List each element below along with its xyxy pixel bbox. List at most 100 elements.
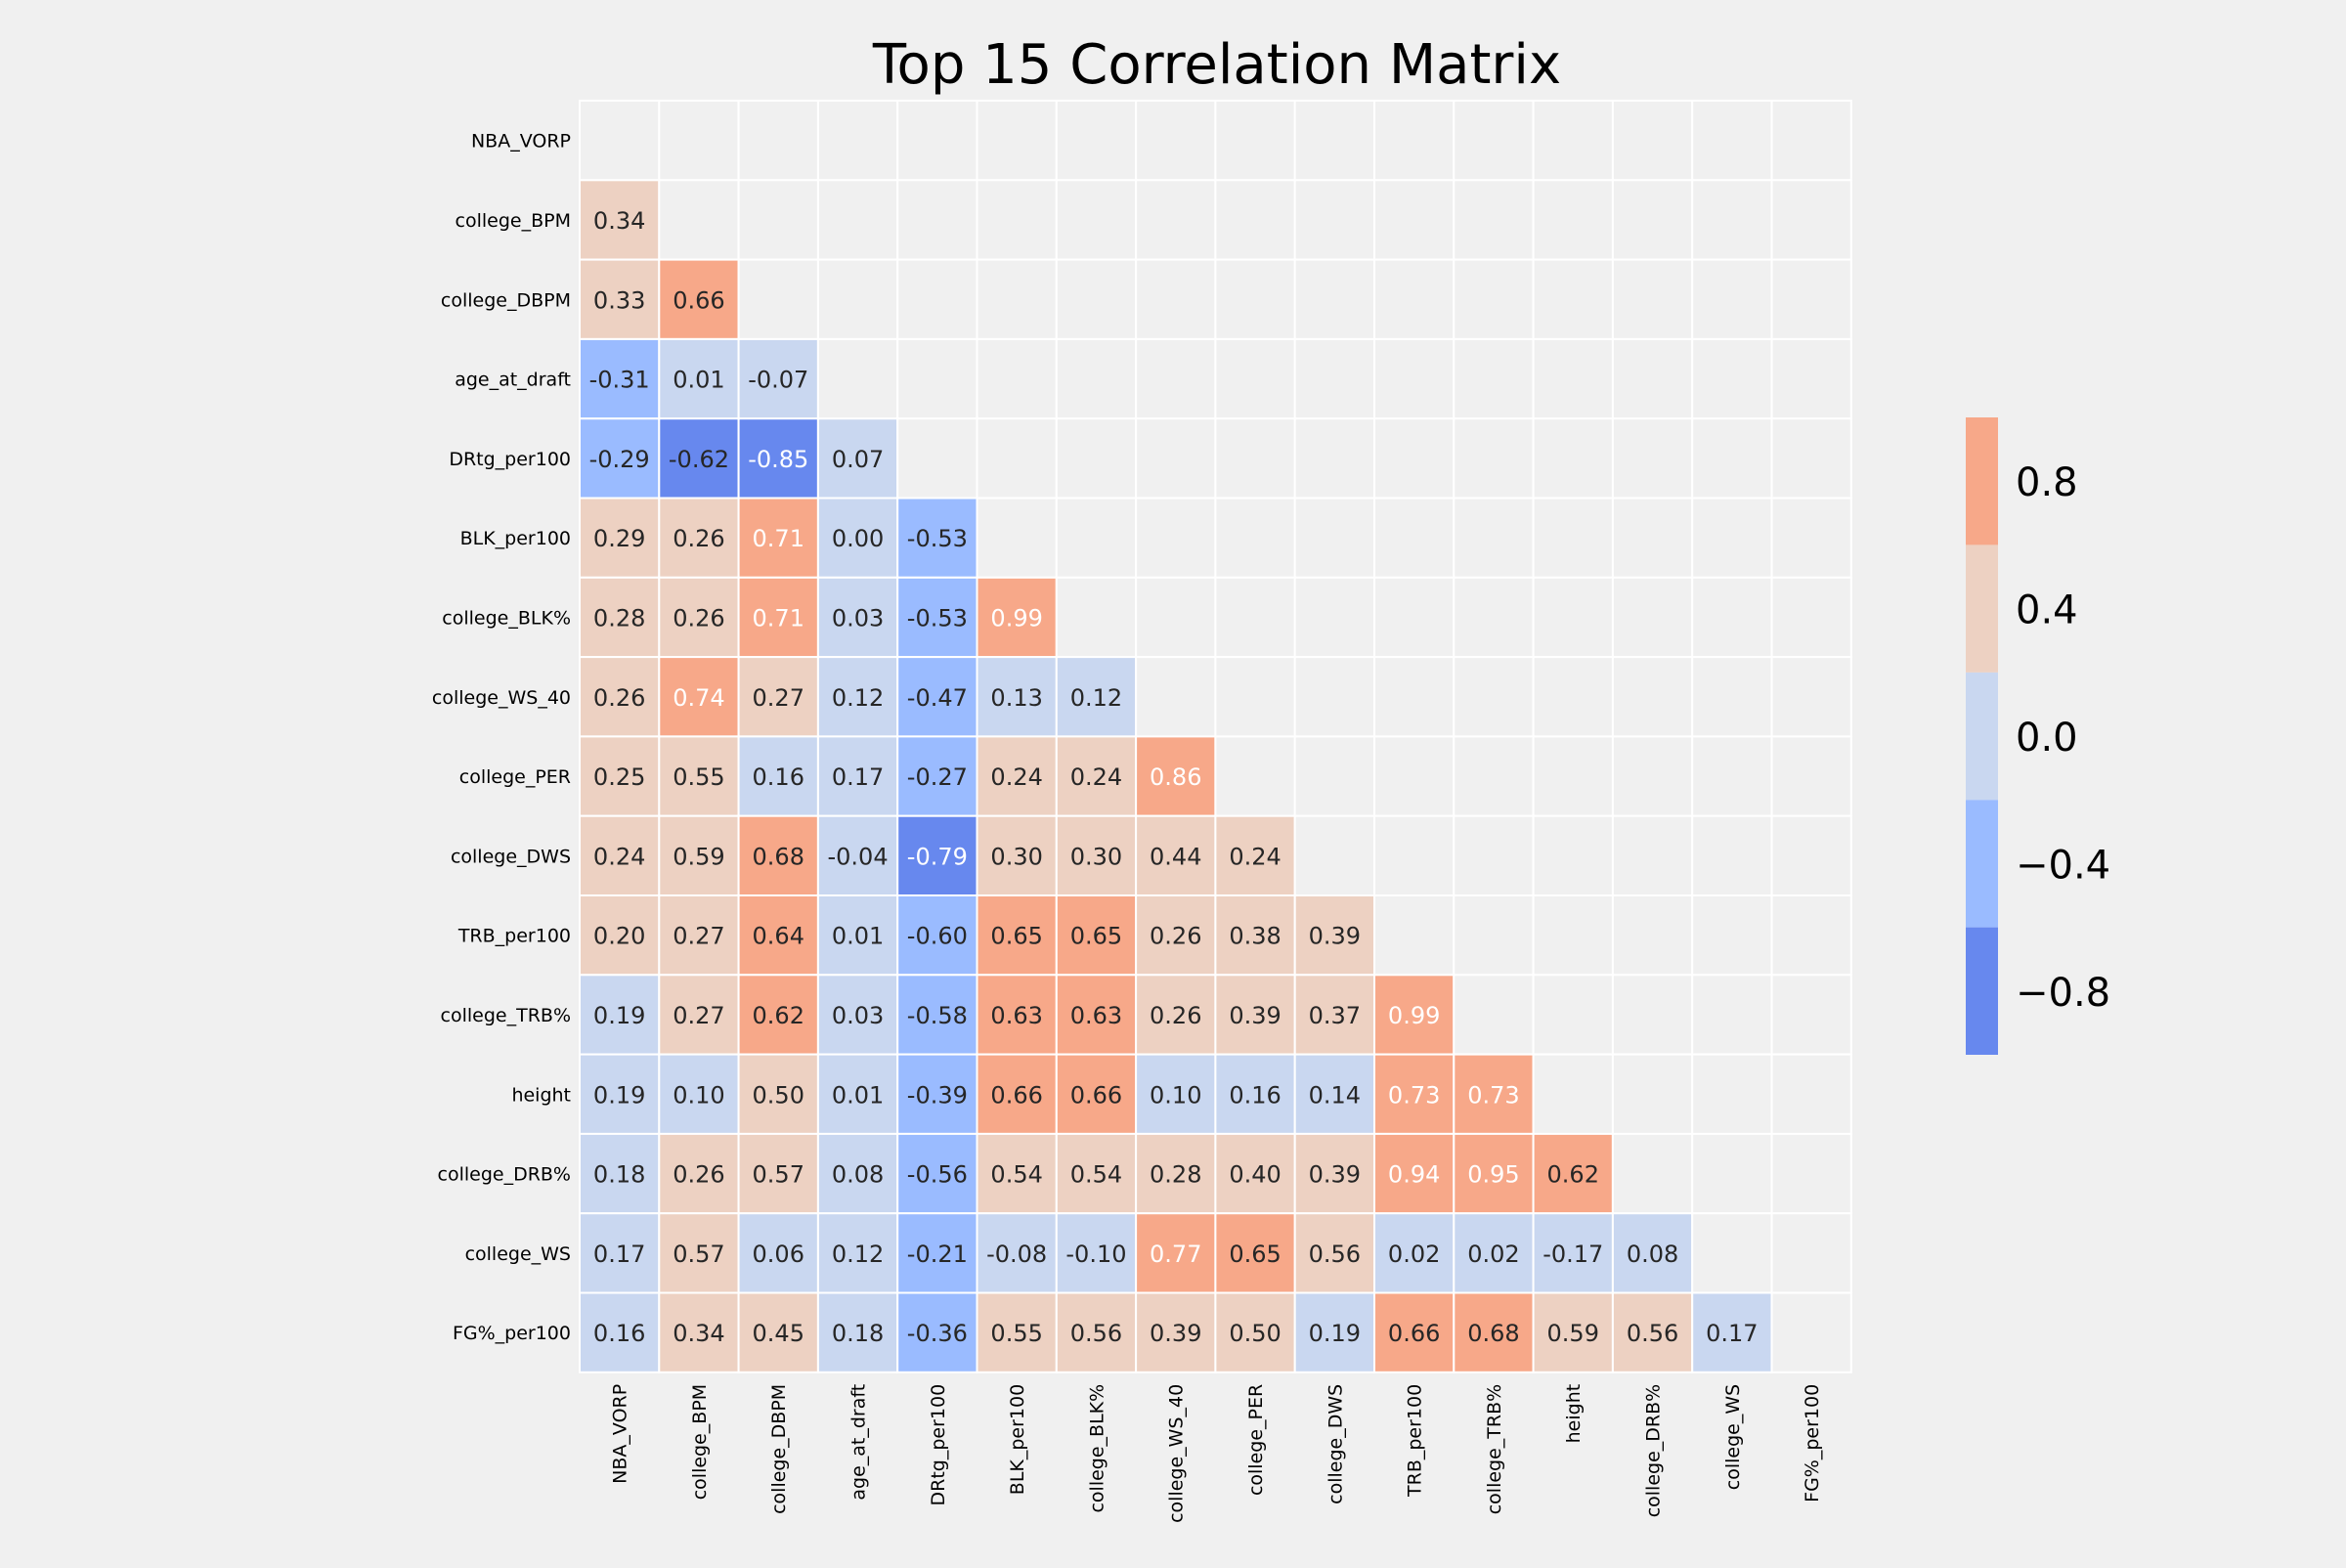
heatmap-value-label: -0.85: [748, 446, 808, 473]
heatmap-value-label: 0.26: [673, 1161, 724, 1189]
heatmap-cell-masked: [1055, 258, 1138, 340]
x-tick-label-nba-vorp: NBA_VORP: [610, 1384, 631, 1484]
heatmap-cell-masked: [1135, 100, 1217, 182]
x-tick-label-college-ws: college_WS: [1722, 1384, 1744, 1490]
heatmap-cell-masked: [1691, 1132, 1773, 1215]
colorbar-tick-label: −0.8: [2016, 971, 2110, 1016]
heatmap-cell-drtg-per100-college-bpm: [658, 417, 740, 500]
heatmap-value-label: 0.29: [593, 525, 645, 552]
y-tick-label-college-dws: college_DWS: [451, 846, 571, 867]
heatmap-value-label: 0.50: [753, 1081, 804, 1109]
heatmap-cell-masked: [1770, 179, 1852, 261]
heatmap-value-label: 0.65: [1070, 923, 1122, 950]
heatmap-cell-masked: [1691, 497, 1773, 579]
heatmap-cell-college-dws-college-dbpm: [737, 814, 819, 897]
heatmap-cell-masked: [1214, 656, 1296, 738]
heatmap-cell-fgpct-per100-college-ws-40: [1135, 1291, 1217, 1373]
heatmap-cell-college-ws-college-blkpct: [1055, 1212, 1138, 1294]
heatmap-cell-college-per-college-dbpm: [737, 735, 819, 817]
colorbar-bin: [1966, 544, 1998, 673]
x-tick-label-trb-per100: TRB_per100: [1405, 1384, 1426, 1498]
heatmap-value-label: 0.65: [990, 923, 1042, 950]
heatmap-value-label: -0.56: [907, 1161, 968, 1189]
heatmap-cell-college-ws-college-ws-40: [1135, 1212, 1217, 1294]
heatmap-cell-masked: [1453, 814, 1535, 897]
heatmap-cell-masked: [1770, 497, 1852, 579]
heatmap-cell-masked: [1691, 894, 1773, 977]
heatmap-cell-masked: [1055, 417, 1138, 500]
heatmap-value-label: 0.12: [1070, 684, 1122, 712]
heatmap-cell-masked: [1293, 735, 1375, 817]
heatmap-value-label: 0.66: [990, 1081, 1042, 1109]
heatmap-cell-college-dws-college-per: [1214, 814, 1296, 897]
heatmap-value-label: 0.08: [832, 1161, 884, 1189]
heatmap-cell-college-blkpct-nba-vorp: [579, 576, 661, 659]
heatmap-value-label: 0.27: [673, 1002, 724, 1029]
x-tick-label-height: height: [1563, 1384, 1585, 1444]
heatmap-value-label: -0.21: [907, 1241, 968, 1268]
heatmap-cell-masked: [737, 258, 819, 340]
heatmap-cell-masked: [1611, 258, 1694, 340]
heatmap-value-label: 0.19: [1309, 1320, 1361, 1347]
heatmap-cell-masked: [658, 179, 740, 261]
heatmap-cell-masked: [1611, 656, 1694, 738]
heatmap-cell-college-bpm-nba-vorp: [579, 179, 661, 261]
heatmap-cell-drtg-per100-college-dbpm: [737, 417, 819, 500]
heatmap-cell-masked: [1373, 735, 1455, 817]
heatmap-value-label: 0.71: [753, 525, 804, 552]
heatmap-cell-masked: [1611, 1132, 1694, 1215]
heatmap-value-label: 0.24: [1070, 763, 1122, 791]
heatmap-value-label: 0.26: [673, 525, 724, 552]
heatmap-value-label: 0.59: [1547, 1320, 1599, 1347]
heatmap-cell-masked: [1532, 1053, 1614, 1135]
heatmap-cell-masked: [1453, 417, 1535, 500]
heatmap-cell-masked: [1453, 656, 1535, 738]
heatmap-value-label: 0.54: [990, 1161, 1042, 1189]
heatmap-cell-masked: [1293, 814, 1375, 897]
heatmap-value-label: 0.10: [1150, 1081, 1201, 1109]
heatmap-cell-masked: [1532, 258, 1614, 340]
heatmap-cell-trb-per100-blk-per100: [976, 894, 1058, 977]
heatmap-cell-masked: [1214, 179, 1296, 261]
heatmap-cell-masked: [1293, 179, 1375, 261]
y-tick-label-college-bpm: college_BPM: [456, 210, 571, 232]
heatmap-cell-masked: [1135, 576, 1217, 659]
heatmap-cell-masked: [1611, 179, 1694, 261]
heatmap-cell-masked: [1373, 656, 1455, 738]
heatmap-value-label: 0.63: [990, 1002, 1042, 1029]
heatmap-value-label: 0.06: [753, 1241, 804, 1268]
heatmap-value-label: 0.08: [1627, 1241, 1678, 1268]
y-tick-label-blk-per100: BLK_per100: [460, 528, 571, 549]
heatmap-cell-masked: [1373, 894, 1455, 977]
heatmap-cell-masked: [976, 179, 1058, 261]
heatmap-cell-fgpct-per100-college-ws: [1691, 1291, 1773, 1373]
heatmap-cell-masked: [579, 100, 661, 182]
heatmap-cell-masked: [1453, 974, 1535, 1056]
heatmap-cell-college-trbpct-college-per: [1214, 974, 1296, 1056]
heatmap-cell-college-blkpct-college-bpm: [658, 576, 740, 659]
heatmap-cell-masked: [1135, 179, 1217, 261]
heatmap-value-label: 0.56: [1070, 1320, 1122, 1347]
heatmap-cell-masked: [1532, 179, 1614, 261]
heatmap-cell-height-blk-per100: [976, 1053, 1058, 1135]
heatmap-cell-fgpct-per100-college-blkpct: [1055, 1291, 1138, 1373]
heatmap-cell-college-dbpm-college-bpm: [658, 258, 740, 340]
heatmap-value-label: 0.28: [593, 604, 645, 632]
heatmap-cell-masked: [1770, 1053, 1852, 1135]
colorbar-tick-label: 0.0: [2016, 716, 2078, 761]
heatmap-cell-masked: [1691, 576, 1773, 659]
heatmap-value-label: 0.18: [832, 1320, 884, 1347]
heatmap-value-label: 0.19: [593, 1002, 645, 1029]
heatmap-value-label: -0.10: [1065, 1241, 1126, 1268]
y-tick-label-college-drbpct: college_DRB%: [438, 1164, 572, 1186]
heatmap-cell-fgpct-per100-age-at-draft: [816, 1291, 899, 1373]
heatmap-cell-masked: [1135, 417, 1217, 500]
heatmap-cell-masked: [1770, 100, 1852, 182]
heatmap-cell-college-ws-drtg-per100: [896, 1212, 978, 1294]
heatmap-value-label: 0.07: [832, 446, 884, 473]
heatmap-value-label: 0.73: [1467, 1081, 1519, 1109]
heatmap-cell-masked: [1214, 497, 1296, 579]
heatmap-cell-masked: [1055, 497, 1138, 579]
heatmap-value-label: -0.17: [1542, 1241, 1603, 1268]
